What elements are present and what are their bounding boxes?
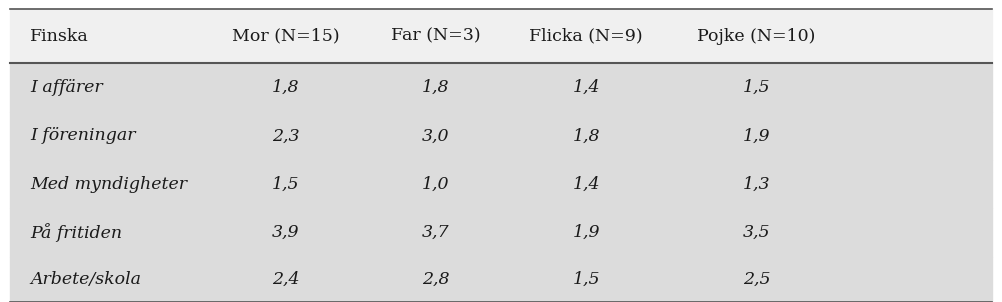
Text: 1,5: 1,5 (272, 176, 300, 193)
Text: 1,0: 1,0 (422, 176, 450, 193)
Text: Med myndigheter: Med myndigheter (30, 176, 187, 193)
Text: 1,9: 1,9 (742, 127, 771, 144)
Bar (10, 9, 992, 63)
Text: Arbete/skola: Arbete/skola (30, 271, 141, 288)
Text: 1,5: 1,5 (742, 79, 771, 96)
Bar (10, 208, 992, 257)
Text: 1,4: 1,4 (572, 79, 600, 96)
Bar (10, 63, 992, 112)
Text: Finska: Finska (30, 28, 89, 45)
Text: På fritiden: På fritiden (30, 223, 122, 242)
Text: 2,4: 2,4 (272, 271, 300, 288)
Text: 1,9: 1,9 (572, 224, 600, 241)
Text: I föreningar: I föreningar (30, 127, 135, 144)
Bar (10, 112, 992, 160)
Text: 2,5: 2,5 (742, 271, 771, 288)
Text: 2,8: 2,8 (422, 271, 450, 288)
Text: Flicka (N=9): Flicka (N=9) (529, 28, 643, 45)
Text: 3,0: 3,0 (422, 127, 450, 144)
Text: Far (N=3): Far (N=3) (391, 28, 481, 45)
Text: 1,5: 1,5 (572, 271, 600, 288)
Text: 1,8: 1,8 (572, 127, 600, 144)
Text: 3,5: 3,5 (742, 224, 771, 241)
Bar (10, 160, 992, 208)
Bar (10, 257, 992, 302)
Text: 1,8: 1,8 (422, 79, 450, 96)
Text: Mor (N=15): Mor (N=15) (231, 28, 340, 45)
Text: 1,3: 1,3 (742, 176, 771, 193)
Text: 3,7: 3,7 (422, 224, 450, 241)
Text: 1,4: 1,4 (572, 176, 600, 193)
Text: Pojke (N=10): Pojke (N=10) (697, 28, 816, 45)
Text: 2,3: 2,3 (272, 127, 300, 144)
Text: I affärer: I affärer (30, 79, 102, 96)
Text: 3,9: 3,9 (272, 224, 300, 241)
Text: 1,8: 1,8 (272, 79, 300, 96)
